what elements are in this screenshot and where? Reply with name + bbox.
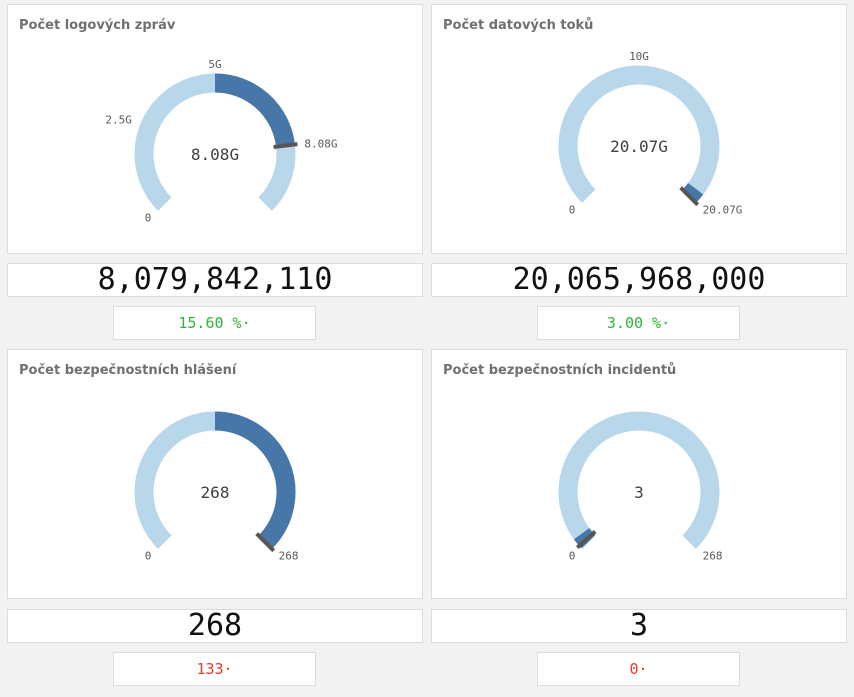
gauge-value-band: [214, 411, 296, 549]
gauge-value-band: [682, 182, 704, 203]
gauge-chart: 0 268 268: [134, 411, 299, 563]
gauge-needle: [576, 530, 597, 550]
kpi-value: 8,079,842,110: [7, 263, 423, 297]
delta-badge: 3.00 %·: [537, 306, 740, 340]
delta-badge: 15.60 %·: [113, 306, 316, 340]
gauge-center-value: 3: [634, 483, 644, 502]
gauge-card-log-messages[interactable]: Počet logových zpráv 0 2.5G 5G 8.08G 8.08G: [7, 4, 423, 254]
gauge-center-value: 268: [201, 483, 230, 502]
kpi-value: 20,065,968,000: [431, 263, 847, 297]
gauge-scale-label: 2.5G: [105, 114, 132, 127]
delta-badge: 0·: [537, 652, 740, 686]
gauge-scale-label: 10G: [629, 50, 649, 63]
gauge-scale-label: 0: [145, 212, 152, 225]
gauge-card-security-reports[interactable]: Počet bezpečnostních hlášení 0 268 268: [7, 349, 423, 599]
delta-badge: 133·: [113, 652, 316, 686]
gauge-chart: 0 2.5G 5G 8.08G 8.08G: [105, 58, 337, 225]
kpi-value: 3: [431, 609, 847, 643]
kpi-value: 268: [7, 609, 423, 643]
gauge-card-security-incidents[interactable]: Počet bezpečnostních incidentů 0 268 3: [431, 349, 847, 599]
gauge-center-value: 8.08G: [191, 145, 239, 164]
gauge-card-data-flows[interactable]: Počet datových toků 0 10G 20.07G 20.07G: [431, 4, 847, 254]
card-title: Počet bezpečnostních incidentů: [443, 363, 677, 378]
gauge-scale-label: 268: [279, 550, 299, 563]
gauge-needle: [255, 532, 276, 553]
gauge-chart: 0 268 3: [558, 411, 723, 563]
gauge-value-band: [573, 528, 596, 549]
gauge-value-band: [214, 73, 295, 148]
gauge-center-value: 20.07G: [610, 137, 668, 156]
gauge-scale-label: 8.08G: [304, 137, 337, 150]
gauge-needle: [273, 142, 298, 149]
gauge-scale-label: 0: [145, 550, 152, 563]
gauge-scale-label: 0: [569, 204, 576, 217]
gauge-scale-label: 20.07G: [703, 204, 743, 217]
gauge-chart: 0 10G 20.07G 20.07G: [558, 50, 743, 217]
gauge-track: [558, 65, 720, 203]
gauge-scale-label: 0: [569, 550, 576, 563]
card-title: Počet datových toků: [443, 18, 594, 33]
gauge-scale-label: 268: [703, 550, 723, 563]
gauge-scale-label: 5G: [208, 58, 221, 71]
gauge-needle: [679, 186, 700, 207]
card-title: Počet bezpečnostních hlášení: [19, 363, 237, 378]
gauge-track: [558, 411, 720, 549]
card-title: Počet logových zpráv: [19, 18, 176, 33]
